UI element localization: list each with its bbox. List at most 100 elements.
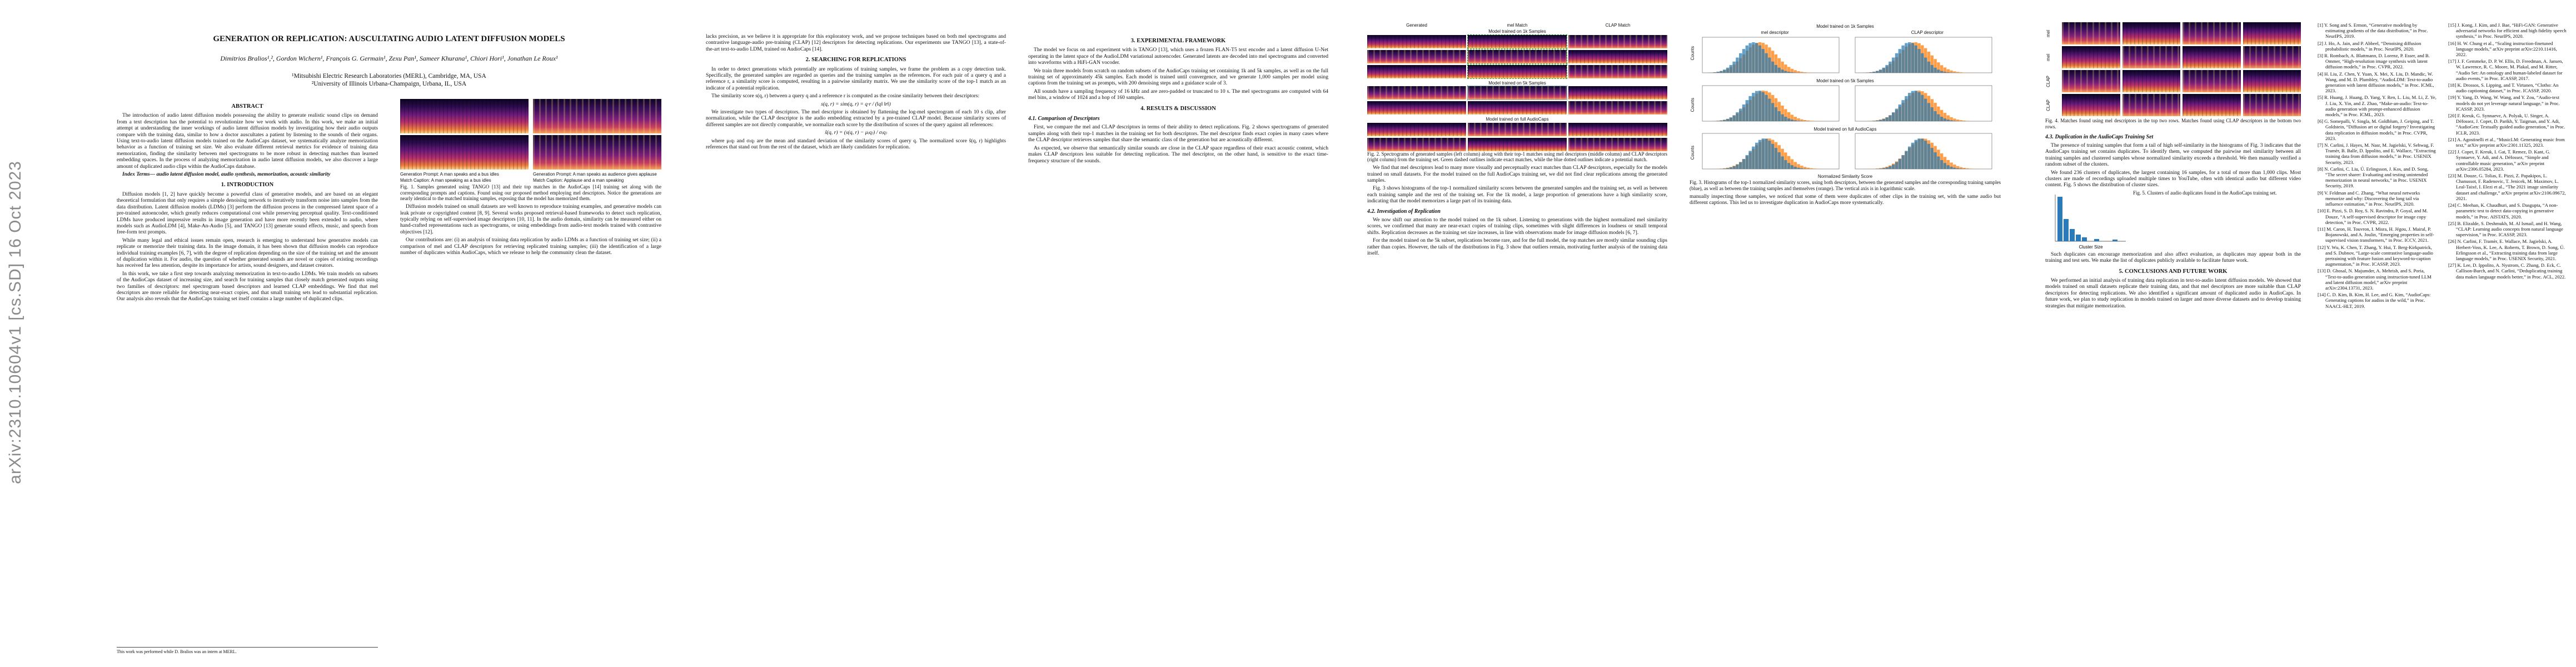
axis-label: Cluster Size [2079, 245, 2103, 250]
histogram-bar [1794, 72, 1797, 73]
histogram-bar [1920, 53, 1924, 73]
figure-5: Cluster Size [2055, 194, 2126, 250]
histogram-bar [1917, 48, 1921, 73]
histogram-bar [1946, 72, 1950, 73]
histogram-bar [1924, 98, 1927, 121]
histogram-bar [1959, 168, 1962, 170]
histogram-bar [1803, 168, 1807, 170]
histogram-bar [1879, 168, 1882, 170]
histogram-bar [1911, 91, 1914, 121]
subsection-heading: 4.2. Investigation of Replication [1367, 208, 1441, 215]
histogram-bar [1794, 116, 1797, 121]
figure-header: Generated mel Match CLAP Match [1367, 22, 1667, 28]
histogram-bar [1914, 45, 1917, 73]
spectrogram [1568, 122, 1667, 136]
histogram-bar [1803, 72, 1807, 73]
histogram-bar [1940, 71, 1944, 73]
histogram-bar [1768, 57, 1772, 73]
histogram-bar [1927, 144, 1930, 170]
histogram-bar [1791, 119, 1794, 121]
histogram-bar [1882, 118, 1885, 121]
histogram-bar [1946, 160, 1950, 170]
histogram-bar [1771, 144, 1775, 170]
reference: [18] K. Drossos, S. Lipping, and T. Virt… [2448, 82, 2559, 94]
reference: [5] R. Huang, J. Huang, D. Yang, Y. Ren,… [2318, 94, 2437, 118]
references-column: [1] Y. Song and S. Ermon, “Generative mo… [2318, 22, 2437, 310]
figure-label: Match Caption: A man speaking as a bus i… [400, 178, 491, 183]
figure-row: CLAP [2045, 70, 2301, 92]
histogram-bar [1746, 155, 1749, 170]
histogram-bar [1710, 72, 1713, 73]
histogram-bar [1879, 120, 1882, 121]
paragraph: All sounds have a sampling frequency of … [1028, 88, 1328, 101]
histogram-bar [1952, 168, 1956, 170]
spectrogram [2183, 70, 2241, 92]
figure-caption: Fig. 5. Clusters of audio duplicates fou… [2133, 190, 2277, 196]
histogram-bar [1946, 115, 1950, 121]
histogram-panel [1854, 84, 2001, 125]
reference: [14] C. D. Kim, B. Kim, H. Lee, and G. K… [2318, 292, 2431, 309]
figure-label: Generation Prompt: A man speaks and a bu… [400, 172, 499, 177]
paragraph: We find that mel descriptors lead to man… [1367, 165, 1667, 184]
histogram-bar [1936, 156, 1940, 170]
histogram-bar [1952, 118, 1956, 121]
spectrogram-grid [1367, 122, 1667, 151]
histogram-bar [1748, 43, 1752, 73]
histogram-bar [1927, 61, 1930, 73]
spectrogram [2183, 94, 2241, 116]
histogram-bar [1807, 168, 1810, 170]
spectrogram [2243, 46, 2301, 68]
histogram-bar [1956, 166, 1960, 170]
histogram-bar [1791, 165, 1794, 170]
reference: [24] C. Meehan, K. Chaudhuri, and S. Das… [2448, 202, 2558, 220]
histogram-bar [1797, 118, 1801, 121]
histogram-bar [1927, 102, 1930, 121]
histogram-bar [1746, 99, 1749, 121]
histogram-bar [1736, 112, 1740, 121]
histogram-bar [1800, 166, 1804, 170]
histogram [1702, 37, 1840, 73]
histogram-bar [1794, 70, 1797, 73]
histogram-bar [1875, 168, 1879, 170]
bar [2112, 239, 2117, 241]
histogram-bar [1787, 71, 1791, 73]
reference: [12] Y. Wu, K. Chen, T. Zhang, Y. Hui, T… [2318, 244, 2433, 267]
spectrogram [533, 99, 661, 133]
axis-label: Counts [1690, 146, 1695, 160]
histogram-bar [1787, 163, 1791, 170]
paragraph: In order to detect generations which pot… [706, 66, 1006, 91]
section-heading: 5. CONCLUSIONS AND FUTURE WORK [2119, 268, 2228, 275]
reference: [13] D. Ghosal, N. Majumder, A. Mehrish,… [2318, 268, 2431, 291]
histogram-bar [1726, 118, 1730, 121]
spectrogram [1467, 86, 1567, 101]
paragraph: where μ₍q₎ and σ₍q₎ are the mean and sta… [706, 137, 1006, 151]
reference: [23] M. Douze, G. Tolias, E. Pizzi, Z. P… [2448, 173, 2566, 201]
spectrogram [2062, 70, 2120, 92]
section-heading: 3. EXPERIMENTAL FRAMEWORK [1130, 38, 1226, 44]
histogram-bar [1758, 45, 1762, 73]
histogram-bar [1888, 115, 1892, 121]
histogram-bar [1956, 168, 1960, 170]
histogram-bar [1755, 143, 1758, 170]
footnote: This work was performed while D. Bralios… [117, 646, 378, 655]
histogram-bar [1950, 120, 1953, 121]
histogram-bar [1950, 167, 1953, 170]
spectrogram [1367, 49, 1466, 63]
histogram-bar [1775, 107, 1778, 121]
histogram-bar [1901, 155, 1905, 170]
histogram-bar [1969, 168, 1972, 170]
histogram-bar [1934, 67, 1937, 73]
histogram-bar [1807, 72, 1810, 73]
histogram-bar [1720, 71, 1723, 73]
histogram-bar [1803, 167, 1807, 170]
histogram-bar [1956, 119, 1960, 121]
equation: s(q, r) = sim(q, r) = q·r / (‖q‖ ‖r‖) [821, 101, 891, 107]
paragraph: The similarity score s(q, r) between a q… [711, 93, 980, 99]
equation: ŝ(q, r) = (s(q, r) − μ₍q₎) / σ₍q₎ [825, 130, 887, 136]
histogram-bar [1723, 168, 1726, 170]
histogram-bar [1962, 168, 1966, 170]
histogram-bar [1762, 48, 1765, 73]
axis-label: Counts [1690, 46, 1695, 61]
histogram-bar [1888, 166, 1892, 170]
